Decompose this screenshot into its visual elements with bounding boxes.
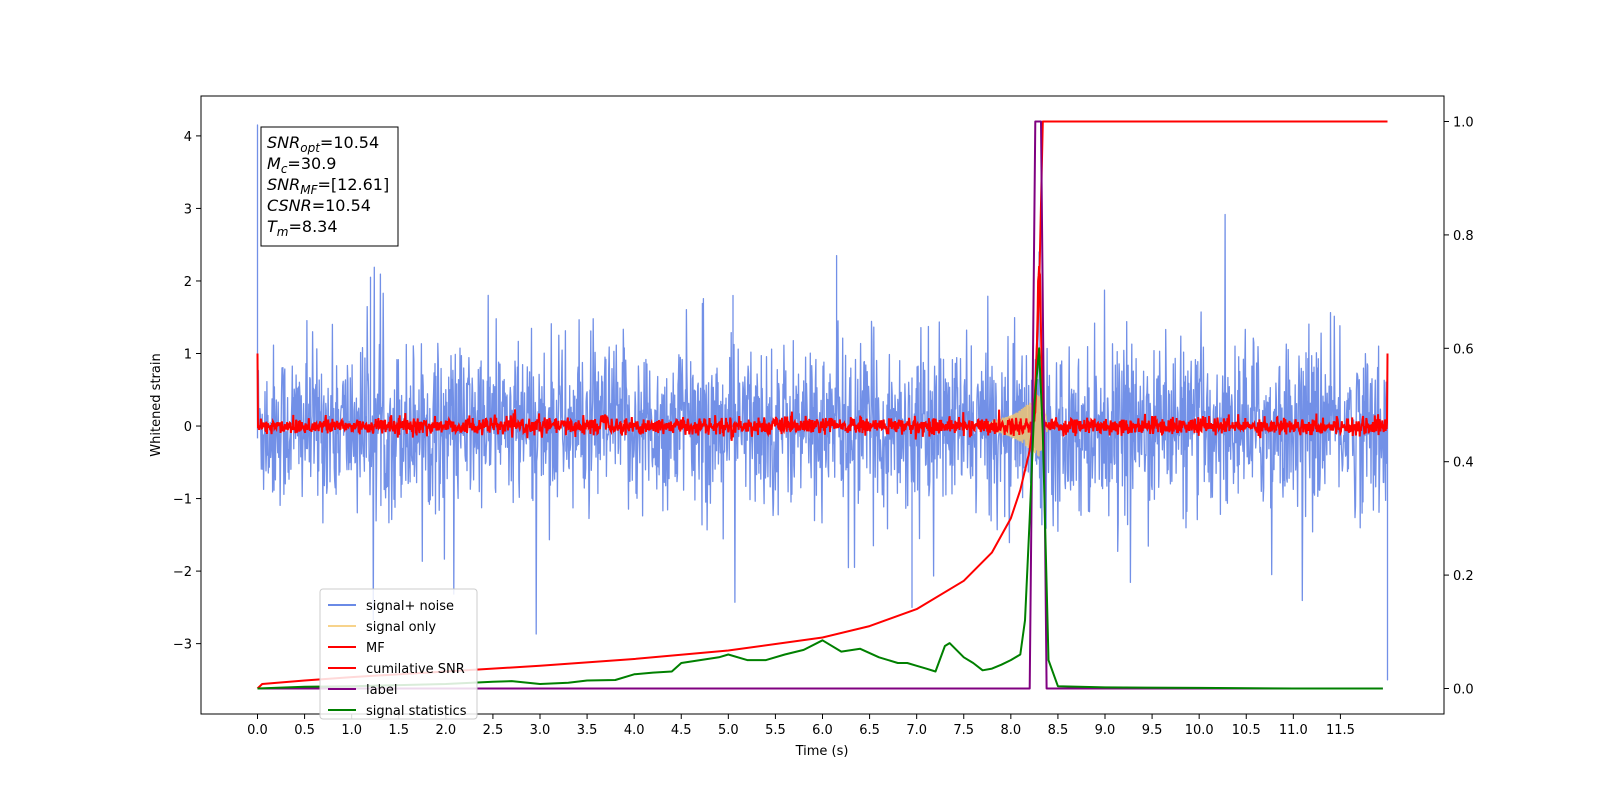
info-line: SNRMF=[12.61] <box>267 175 389 197</box>
legend-entries: signal+ noise signal only MF cumilative SNR… <box>328 599 467 719</box>
x-tick-label: 7.0 <box>906 723 927 738</box>
x-tick-label: 7.5 <box>953 723 974 738</box>
x-tick-label: 1.0 <box>341 723 362 738</box>
y-tick-label: 4 <box>184 130 192 145</box>
y2-tick-label: 0.4 <box>1453 456 1474 471</box>
info-line: Tm=8.34 <box>267 217 338 239</box>
x-tick-label: 5.0 <box>718 723 739 738</box>
legend-label: signal only <box>366 620 436 635</box>
x-tick-label: 9.0 <box>1095 723 1116 738</box>
x-tick-label: 6.5 <box>859 723 880 738</box>
legend-frame <box>319 588 478 720</box>
series-signal-noise <box>256 124 1389 681</box>
y-axis-right: 0.0 0.2 0.4 0.6 0.8 1.0 <box>1444 116 1474 697</box>
x-tick-label: 3.5 <box>577 723 598 738</box>
info-box-frame <box>260 126 399 247</box>
x-tick-label: 2.0 <box>435 723 456 738</box>
x-axis-label: Time (s) <box>795 744 849 759</box>
legend-entry-signal-statistics: signal statistics <box>328 704 467 719</box>
legend-entry-cumilative-snr: cumilative SNR <box>328 662 465 677</box>
series-label <box>257 120 1383 690</box>
legend: signal+ noise signal only MF cumilative SNR… <box>319 588 478 720</box>
y2-tick-label: 0.2 <box>1453 569 1474 584</box>
x-tick-label: 5.5 <box>765 723 786 738</box>
x-tick-label: 1.5 <box>388 723 409 738</box>
x-tick-label: 8.0 <box>1000 723 1021 738</box>
y-tick-label: 1 <box>184 348 192 363</box>
x-tick-label: 4.5 <box>671 723 692 738</box>
x-tick-label: 11.0 <box>1279 723 1308 738</box>
legend-label: signal statistics <box>366 704 467 719</box>
legend-entry-signal-noise: signal+ noise <box>328 599 454 614</box>
info-line: SNRopt=10.54 <box>267 133 379 155</box>
x-tick-label: 10.0 <box>1185 723 1214 738</box>
y-tick-label: 3 <box>184 202 192 217</box>
info-line: Mc=30.9 <box>267 154 336 176</box>
y2-tick-label: 0.0 <box>1453 682 1474 697</box>
x-tick-label: 8.5 <box>1048 723 1069 738</box>
y-axis-left: −3 −2 −1 0 1 2 3 4 <box>173 130 201 653</box>
info-box: SNRopt=10.54Mc=30.9SNRMF=[12.61]CSNR=10.… <box>260 126 399 247</box>
legend-label: label <box>366 683 397 698</box>
y2-tick-label: 0.8 <box>1453 229 1474 244</box>
info-box-lines: SNRopt=10.54Mc=30.9SNRMF=[12.61]CSNR=10.… <box>267 133 389 239</box>
x-tick-label: 9.5 <box>1142 723 1163 738</box>
x-tick-label: 0.5 <box>294 723 315 738</box>
info-line: CSNR=10.54 <box>267 196 371 215</box>
series-signal-statistics <box>257 347 1383 690</box>
x-tick-label: 6.0 <box>812 723 833 738</box>
x-tick-label: 4.0 <box>624 723 645 738</box>
y2-tick-label: 1.0 <box>1453 116 1474 131</box>
y-tick-label: −2 <box>173 565 192 580</box>
legend-entry-label: label <box>328 683 397 698</box>
y-axis-label: Whitened strain <box>149 353 164 456</box>
x-axis: 0.0 0.5 1.0 1.5 2.0 2.5 3.0 3.5 4.0 4.5 5.0 5.5 6.0 6… <box>247 714 1355 738</box>
legend-label: MF <box>366 641 385 656</box>
legend-label: cumilative SNR <box>366 662 465 677</box>
legend-label: signal+ noise <box>366 599 454 614</box>
y-tick-label: −3 <box>173 638 192 653</box>
y-tick-label: 0 <box>184 420 192 435</box>
x-tick-label: 3.0 <box>530 723 551 738</box>
legend-entry-mf: MF <box>328 641 385 656</box>
legend-entry-signal-only: signal only <box>328 620 436 635</box>
x-tick-label: 10.5 <box>1232 723 1261 738</box>
series-mf <box>256 265 1389 441</box>
x-tick-label: 2.5 <box>483 723 504 738</box>
x-tick-label: 0.0 <box>247 723 268 738</box>
y-tick-label: 2 <box>184 275 192 290</box>
x-tick-label: 11.5 <box>1326 723 1355 738</box>
y-tick-label: −1 <box>173 493 192 508</box>
y2-tick-label: 0.6 <box>1453 342 1474 357</box>
